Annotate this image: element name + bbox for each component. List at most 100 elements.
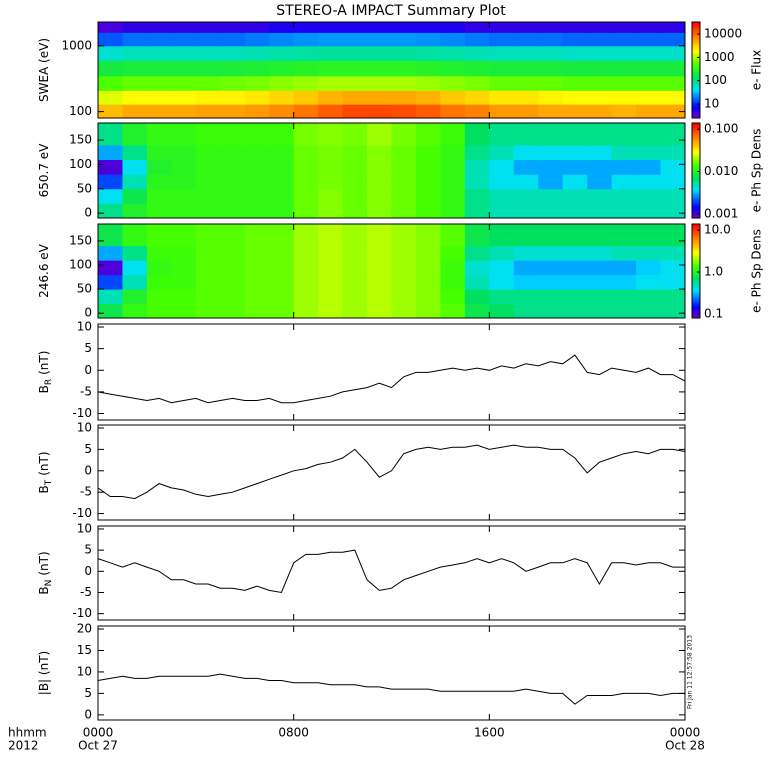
spectrogram-cell (171, 224, 197, 247)
spectrogram-cell (98, 104, 123, 119)
y-tick-label: -5 (80, 485, 92, 499)
spectrogram-cell (318, 303, 344, 319)
spectrogram-cell (171, 104, 197, 119)
spectrogram-cell (269, 260, 295, 276)
y-axis-label-main: B (37, 586, 51, 594)
spectrogram-cell (538, 203, 564, 219)
y-tick-label: 0 (84, 363, 92, 377)
spectrogram-cell (220, 32, 246, 47)
colorbar-strip (692, 92, 700, 95)
spectrogram-cell (195, 60, 221, 77)
spectrogram-cell (220, 104, 246, 119)
spectrogram-cell (293, 260, 319, 276)
colorbar-strip (692, 188, 700, 191)
spectrogram-cell (391, 260, 417, 276)
colorbar-strip (692, 100, 700, 103)
spectrogram-cell (220, 123, 246, 146)
spectrogram-cell (415, 123, 441, 146)
y-tick-label: -10 (72, 606, 92, 620)
spectrogram-cell (562, 123, 588, 146)
spectrogram-cell (244, 123, 270, 146)
colorbar-strip (692, 261, 700, 264)
spectrogram-cell (660, 289, 686, 305)
spectrogram-cell (342, 90, 368, 105)
spectrogram-cell (269, 224, 295, 247)
spectrogram-cell (171, 60, 197, 77)
colorbar-strip (692, 90, 700, 93)
colorbar-strip (692, 80, 700, 83)
spectrogram-cell (562, 60, 588, 77)
spectrogram-cell (587, 203, 613, 219)
colorbar-strip (692, 144, 700, 148)
spectrogram-cell (611, 144, 637, 161)
colorbar-label: e- Ph Sp Dens (750, 129, 764, 213)
spectrogram-cell (391, 174, 417, 190)
spectrogram-cell (636, 174, 662, 190)
spectrogram-cell (367, 274, 392, 290)
colorbar-tick-label: 10000 (704, 27, 742, 41)
y-tick-label: 5 (84, 686, 92, 700)
spectrogram-cell (440, 174, 466, 190)
spectrogram-cell (440, 203, 466, 219)
spectrogram-cell (220, 224, 246, 247)
colorbar-strip (692, 106, 700, 109)
colorbar-strip (692, 140, 700, 144)
spectrogram-cell (146, 188, 172, 204)
spectrogram-cell (636, 274, 662, 290)
spectrogram-cell (415, 45, 441, 61)
colorbar-strip (692, 132, 700, 136)
spectrogram-cell (660, 303, 686, 319)
colorbar-strip (692, 216, 700, 219)
spectrogram-cell (464, 203, 490, 219)
spectrogram-cell (98, 188, 123, 204)
spectrogram-cell (342, 144, 368, 161)
spectrogram-cell (318, 45, 344, 61)
spectrogram-cell (587, 75, 613, 91)
spectrogram-cell (244, 159, 270, 175)
y-tick-label: 15 (77, 643, 92, 657)
spectrogram-cell (220, 274, 246, 290)
spectrogram-cell (611, 75, 637, 91)
colorbar-strip (692, 208, 700, 211)
spectrogram-cell (464, 45, 490, 61)
colorbar-strip (692, 312, 700, 315)
y-tick-label: 50 (77, 181, 92, 195)
spectrogram-cell (269, 123, 295, 146)
spectrogram-cell (318, 174, 344, 190)
spectrogram-cell (269, 144, 295, 161)
spectrogram-cell (122, 303, 148, 319)
spectrogram-cell (342, 22, 368, 33)
spectrogram-cell (538, 22, 564, 33)
spectrogram-cell (415, 174, 441, 190)
spectrogram-cell (195, 22, 221, 33)
spectrogram-cell (146, 90, 172, 105)
date-label: Oct 27 (78, 739, 118, 753)
y-axis-label-unit: (nT) (37, 451, 51, 475)
spectrogram-cell (415, 159, 441, 175)
spectrogram-cell (464, 260, 490, 276)
spectrogram-cell (269, 289, 295, 305)
y-axis-label-sub: R (44, 379, 54, 385)
spectrogram-cell (391, 159, 417, 175)
panel-frame (97, 122, 686, 219)
spectrogram-cell (122, 45, 148, 61)
spectrogram-cell (98, 144, 123, 161)
spectrogram-cell (293, 245, 319, 261)
colorbar-strip (692, 60, 700, 63)
spectrogram-cell (293, 22, 319, 33)
spectrogram-cell (660, 174, 686, 190)
colorbar-strip (692, 112, 700, 115)
spectrogram-cell (562, 224, 588, 247)
spectrogram-cell (342, 289, 368, 305)
spectrogram-cell (98, 203, 123, 219)
spectrogram-cell (464, 32, 490, 47)
spectrogram-cell (220, 75, 246, 91)
spectrogram-cell (538, 274, 564, 290)
spectrogram-cell (293, 144, 319, 161)
colorbar-tick-label: 0.100 (704, 122, 738, 136)
spectrogram-cell (440, 289, 466, 305)
spectrogram-cell (636, 45, 662, 61)
spectrogram-cell (122, 32, 148, 47)
spectrogram-cell (513, 260, 539, 276)
spectrogram-cell (171, 22, 197, 33)
